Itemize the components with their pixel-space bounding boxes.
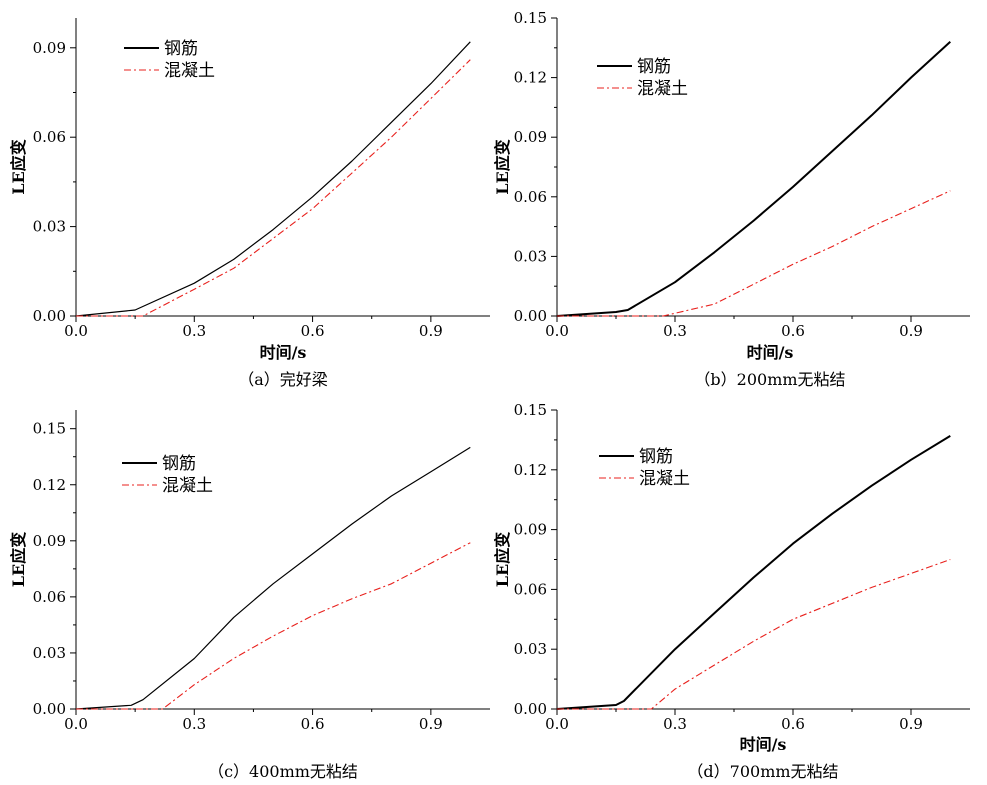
x-tick-label: 0.3	[182, 715, 206, 733]
x-tick-label: 0.0	[64, 715, 88, 733]
x-tick-label: 0.9	[899, 715, 923, 733]
x-tick-label: 0.9	[419, 715, 443, 733]
panel-caption: （d）700mm无粘结	[687, 762, 838, 781]
series-line-steel	[556, 435, 951, 710]
x-tick-label: 0.3	[663, 322, 687, 340]
chart-panel-d: 0.0 0.3 0.6 0.9 0.00 0.03 0.06 0.09 0.12 0.15 时间/s…	[493, 401, 970, 781]
x-tick-label: 0.6	[781, 322, 805, 340]
y-axis-label: LE应变	[493, 139, 512, 194]
y-tick-label: 0.09	[33, 39, 66, 57]
y-axis-label: LE应变	[493, 532, 512, 587]
y-tick-label: 0.03	[514, 640, 547, 658]
y-tick-label: 0.12	[514, 69, 547, 87]
y-tick-label: 0.00	[514, 307, 547, 325]
panel-caption: （b）200mm无粘结	[694, 370, 845, 389]
legend-label: 混凝土	[637, 79, 688, 99]
chart-panel-b: 0.0 0.3 0.6 0.9 0.00 0.03 0.06 0.09 0.12 0.15 时间/s…	[493, 9, 970, 389]
x-tick-label: 0.9	[899, 322, 923, 340]
y-tick-label: 0.03	[33, 218, 66, 236]
legend-label: 混凝土	[639, 469, 690, 489]
chart-panel-c: 0.0 0.3 0.6 0.9 0.00 0.03 0.06 0.09 0.12 0.15 LE应变…	[9, 410, 490, 781]
y-tick-label: 0.06	[33, 588, 66, 606]
x-tick-label: 0.3	[663, 715, 687, 733]
legend-label: 钢筋	[162, 454, 196, 474]
y-tick-label: 0.03	[514, 247, 547, 265]
x-tick-label: 0.6	[301, 715, 325, 733]
legend-label: 钢筋	[164, 39, 198, 59]
panel-caption: （c）400mm无粘结	[208, 762, 358, 781]
x-axis-label: 时间/s	[747, 343, 794, 362]
legend-label: 混凝土	[162, 476, 213, 496]
y-tick-label: 0.09	[514, 128, 547, 146]
series-line-concrete	[76, 542, 471, 710]
y-tick-label: 0.12	[33, 476, 66, 494]
x-tick-label: 0.6	[781, 715, 805, 733]
y-tick-label: 0.06	[514, 580, 547, 598]
x-tick-label: 0.0	[545, 322, 569, 340]
x-tick-label: 0.9	[419, 322, 443, 340]
x-tick-label: 0.3	[182, 322, 206, 340]
legend-label: 钢筋	[639, 447, 673, 467]
y-tick-label: 0.12	[514, 461, 547, 479]
series-line-steel	[75, 41, 471, 317]
chart-panel-a: 0.0 0.3 0.6 0.9 0.00 0.03 0.06 0.09 时间/s LE应变 钢筋混凝…	[9, 18, 490, 389]
y-tick-label: 0.09	[33, 532, 66, 550]
y-tick-label: 0.00	[514, 700, 547, 718]
x-axis-label: 时间/s	[740, 735, 787, 754]
y-tick-label: 0.06	[514, 188, 547, 206]
y-tick-label: 0.15	[514, 401, 547, 419]
y-tick-label: 0.15	[33, 420, 66, 438]
y-axis-label: LE应变	[9, 532, 28, 587]
y-tick-label: 0.06	[33, 128, 66, 146]
x-tick-label: 0.0	[545, 715, 569, 733]
series-line-concrete	[76, 59, 471, 317]
y-tick-label: 0.09	[514, 521, 547, 539]
legend-label: 混凝土	[164, 61, 215, 81]
series-line-concrete	[557, 558, 951, 710]
y-tick-label: 0.15	[514, 9, 547, 27]
series-line-concrete	[557, 190, 951, 317]
x-tick-label: 0.6	[301, 322, 325, 340]
y-axis-label: LE应变	[9, 139, 28, 194]
series-line-steel	[556, 41, 951, 317]
panel-caption: （a）完好梁	[238, 370, 328, 389]
series-line-steel	[75, 446, 471, 710]
y-tick-label: 0.00	[33, 307, 66, 325]
legend-label: 钢筋	[637, 57, 671, 77]
y-tick-label: 0.03	[33, 644, 66, 662]
x-tick-label: 0.0	[64, 322, 88, 340]
x-axis-label: 时间/s	[260, 343, 307, 362]
y-tick-label: 0.00	[33, 700, 66, 718]
